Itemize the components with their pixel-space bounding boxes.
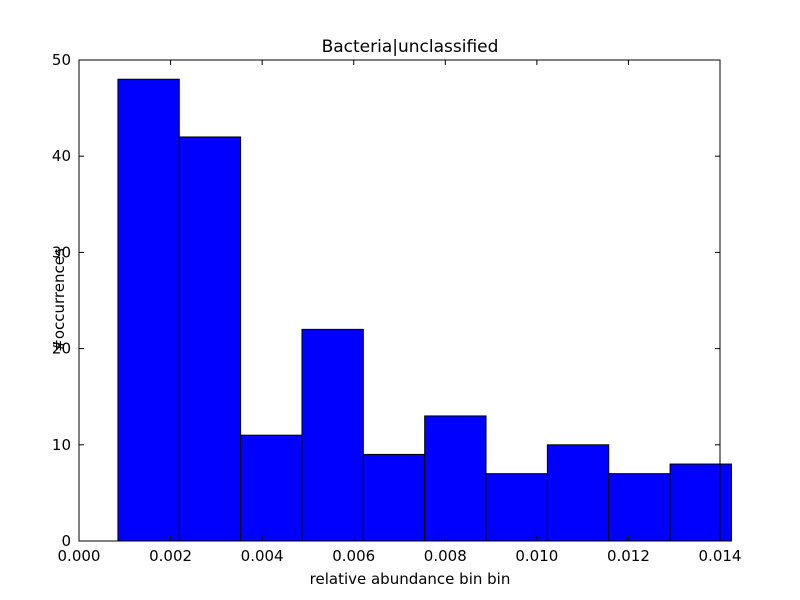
x-tick-label: 0.014 <box>699 547 742 565</box>
x-tick-label: 0.008 <box>424 547 467 565</box>
y-tick-label: 0 <box>61 532 71 550</box>
y-tick-label: 40 <box>52 147 71 165</box>
histogram-bar <box>669 463 732 542</box>
histogram-bar <box>117 78 180 542</box>
y-axis-label: #occurrences <box>50 248 68 352</box>
axes-frame <box>78 59 721 542</box>
x-tick-label: 0.004 <box>241 547 284 565</box>
histogram-bar <box>362 453 426 542</box>
histogram-bar <box>424 415 487 542</box>
x-tick-label: 0.002 <box>149 547 192 565</box>
bars-group <box>117 78 732 542</box>
x-tick-label: 0.006 <box>332 547 375 565</box>
histogram-bar <box>608 473 671 542</box>
histogram-bar <box>301 328 364 542</box>
y-tick-label: 10 <box>52 436 71 454</box>
y-tick-label: 30 <box>52 243 71 261</box>
ticks-group: 0.000 0.002 0.004 0.006 0.008 0.010 0.012 0.014… <box>52 51 742 565</box>
y-tick-label: 20 <box>52 340 71 358</box>
histogram-bar <box>485 473 548 542</box>
chart-title: Bacteria|unclassified <box>322 37 499 57</box>
histogram-bar <box>178 136 242 542</box>
histogram-bar <box>240 434 303 542</box>
x-tick-label: 0.010 <box>515 547 558 565</box>
histogram-bar <box>546 444 610 542</box>
x-axis-label: relative abundance bin bin <box>310 570 511 588</box>
x-tick-label: 0.012 <box>607 547 650 565</box>
y-tick-label: 50 <box>52 51 71 69</box>
x-tick-label: 0.000 <box>58 547 101 565</box>
